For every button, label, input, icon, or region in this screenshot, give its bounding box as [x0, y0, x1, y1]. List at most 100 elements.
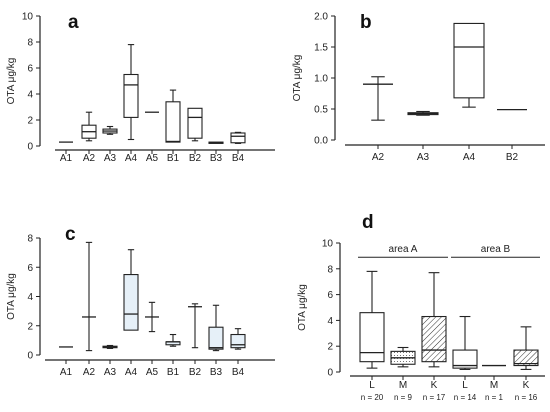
y-tick-label: 8: [27, 234, 33, 245]
x-tick-label: A1: [60, 153, 73, 164]
x-tick-label: A5: [146, 367, 159, 378]
x-tick-label: L: [369, 380, 375, 391]
panel-c: c 0 2 4 6 8 OTA μg/kg A1 A2 A3 A4 A5 B1 B2 B3 B4: [6, 224, 275, 378]
box-a4: [123, 249, 139, 331]
box-iqr: [513, 349, 539, 367]
y-axis-label: OTA μg/kg: [6, 58, 17, 105]
y-tick-label: 0: [27, 351, 33, 362]
x-tick-label: A1: [60, 367, 73, 378]
y-tick-label: 2: [27, 321, 33, 332]
x-tick-label: A2: [83, 153, 96, 164]
y-axis-label: OTA μg/kg: [292, 55, 303, 102]
panel-d: d 0 2 4 6 8 10 OTA μg/kg Ln = 20 Mn = 9 Kn = 17 Ln…: [297, 212, 545, 402]
box-a3: [407, 110, 439, 116]
group-label: area B: [481, 244, 511, 255]
box-a2: [82, 241, 96, 352]
y-tick-label: 0: [27, 142, 33, 153]
box-iqr: [165, 101, 181, 143]
x-tick-label: A3: [417, 152, 430, 163]
x-tick-label: A3: [104, 367, 117, 378]
x-tick-label: A4: [125, 153, 138, 164]
x-tick-label: A4: [463, 152, 476, 163]
x-tick-label: B3: [210, 153, 223, 164]
panel-a: a 0 2 4 6 8 10 OTA μg/kg A1 A2 A3 A4 A5 B1 B2 B3 B4: [6, 12, 275, 164]
box-iqr: [187, 107, 203, 139]
y-axis-label: OTA μg/kg: [6, 273, 17, 320]
box-b2: [187, 107, 203, 142]
box-a2: [363, 76, 393, 121]
x-tick-label: K: [523, 380, 530, 391]
n-label: n = 14: [454, 393, 477, 402]
box-m: [390, 346, 416, 368]
panel-b: b 0.0 0.5 1.0 1.5 2.0 OTA μg/kg A2 A3 A4 B2: [292, 12, 545, 163]
panel-letter-b: b: [360, 12, 372, 33]
box-b1: [165, 333, 181, 347]
n-label: n = 9: [394, 393, 413, 402]
box-iqr: [453, 22, 485, 99]
x-tick-label: A5: [146, 153, 159, 164]
x-tick-label: B2: [189, 367, 202, 378]
x-tick-label: M: [490, 380, 498, 391]
box-a3: [102, 125, 118, 135]
x-tick-label: A4: [125, 367, 138, 378]
box-iqr: [123, 274, 139, 331]
box-l: [452, 315, 478, 370]
panel-letter-d: d: [362, 212, 374, 233]
y-tick-label: 6: [27, 263, 33, 274]
y-tick-label: 4: [27, 90, 33, 101]
y-tick-label: 8: [327, 264, 333, 275]
y-tick-label: 2: [27, 116, 33, 127]
box-a4: [123, 44, 139, 141]
x-tick-label: B3: [210, 367, 223, 378]
y-tick-label: 4: [327, 316, 333, 327]
y-tick-label: 4: [27, 292, 33, 303]
y-axis-label: OTA μg/kg: [297, 284, 308, 331]
n-label: n = 20: [361, 393, 384, 402]
x-tick-label: A2: [83, 367, 96, 378]
box-iqr: [359, 312, 385, 363]
box-a4: [453, 22, 485, 108]
x-tick-label: B2: [189, 153, 202, 164]
box-a2: [81, 111, 97, 142]
y-tick-label: 2.0: [314, 12, 328, 23]
y-tick-label: 2: [327, 342, 333, 353]
y-tick-label: 6: [27, 64, 33, 75]
y-tick-label: 1.0: [314, 74, 328, 85]
panel-letter-a: a: [68, 12, 79, 33]
y-tick-label: 0.0: [314, 136, 328, 147]
box-iqr: [123, 73, 139, 118]
y-tick-label: 6: [327, 290, 333, 301]
x-tick-label: B4: [232, 367, 245, 378]
box-b3: [208, 304, 224, 352]
y-tick-label: 8: [27, 38, 33, 49]
x-tick-label: A2: [372, 152, 385, 163]
box-a5: [145, 301, 159, 333]
y-tick-label: 1.5: [314, 43, 328, 54]
x-tick-label: B1: [167, 367, 180, 378]
box-a3: [102, 344, 118, 349]
box-b2: [188, 303, 202, 349]
box-b1: [165, 89, 181, 143]
box-iqr: [208, 326, 224, 350]
x-tick-label: L: [462, 380, 468, 391]
box-iqr: [452, 349, 478, 369]
n-label: n = 16: [515, 393, 538, 402]
y-tick-label: 10: [322, 239, 334, 250]
y-tick-label: 0: [327, 368, 333, 379]
n-label: n = 17: [423, 393, 446, 402]
y-tick-label: 10: [22, 12, 34, 23]
box-b3: [208, 141, 224, 144]
box-b4: [230, 131, 246, 144]
x-tick-label: B4: [232, 153, 245, 164]
y-tick-label: 0.5: [314, 105, 328, 116]
x-tick-label: M: [399, 380, 407, 391]
group-label: area A: [389, 244, 418, 255]
box-k: [513, 326, 539, 370]
box-l: [359, 270, 385, 369]
panel-letter-c: c: [65, 224, 76, 245]
box-iqr: [230, 333, 246, 349]
box-k: [421, 272, 447, 368]
x-tick-label: B2: [506, 152, 519, 163]
x-tick-label: A3: [104, 153, 117, 164]
